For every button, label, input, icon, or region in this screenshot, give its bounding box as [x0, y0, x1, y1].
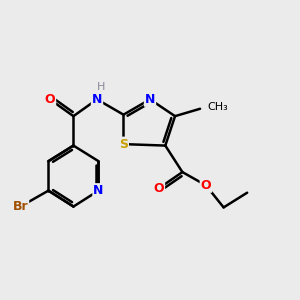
Text: O: O [201, 179, 211, 192]
Text: O: O [45, 93, 55, 106]
Text: Br: Br [13, 200, 28, 213]
Text: S: S [119, 138, 128, 151]
Text: CH₃: CH₃ [207, 102, 228, 112]
Text: H: H [97, 82, 106, 92]
Text: O: O [154, 182, 164, 195]
Text: N: N [93, 184, 104, 197]
Text: N: N [145, 93, 155, 106]
Text: N: N [92, 93, 102, 106]
